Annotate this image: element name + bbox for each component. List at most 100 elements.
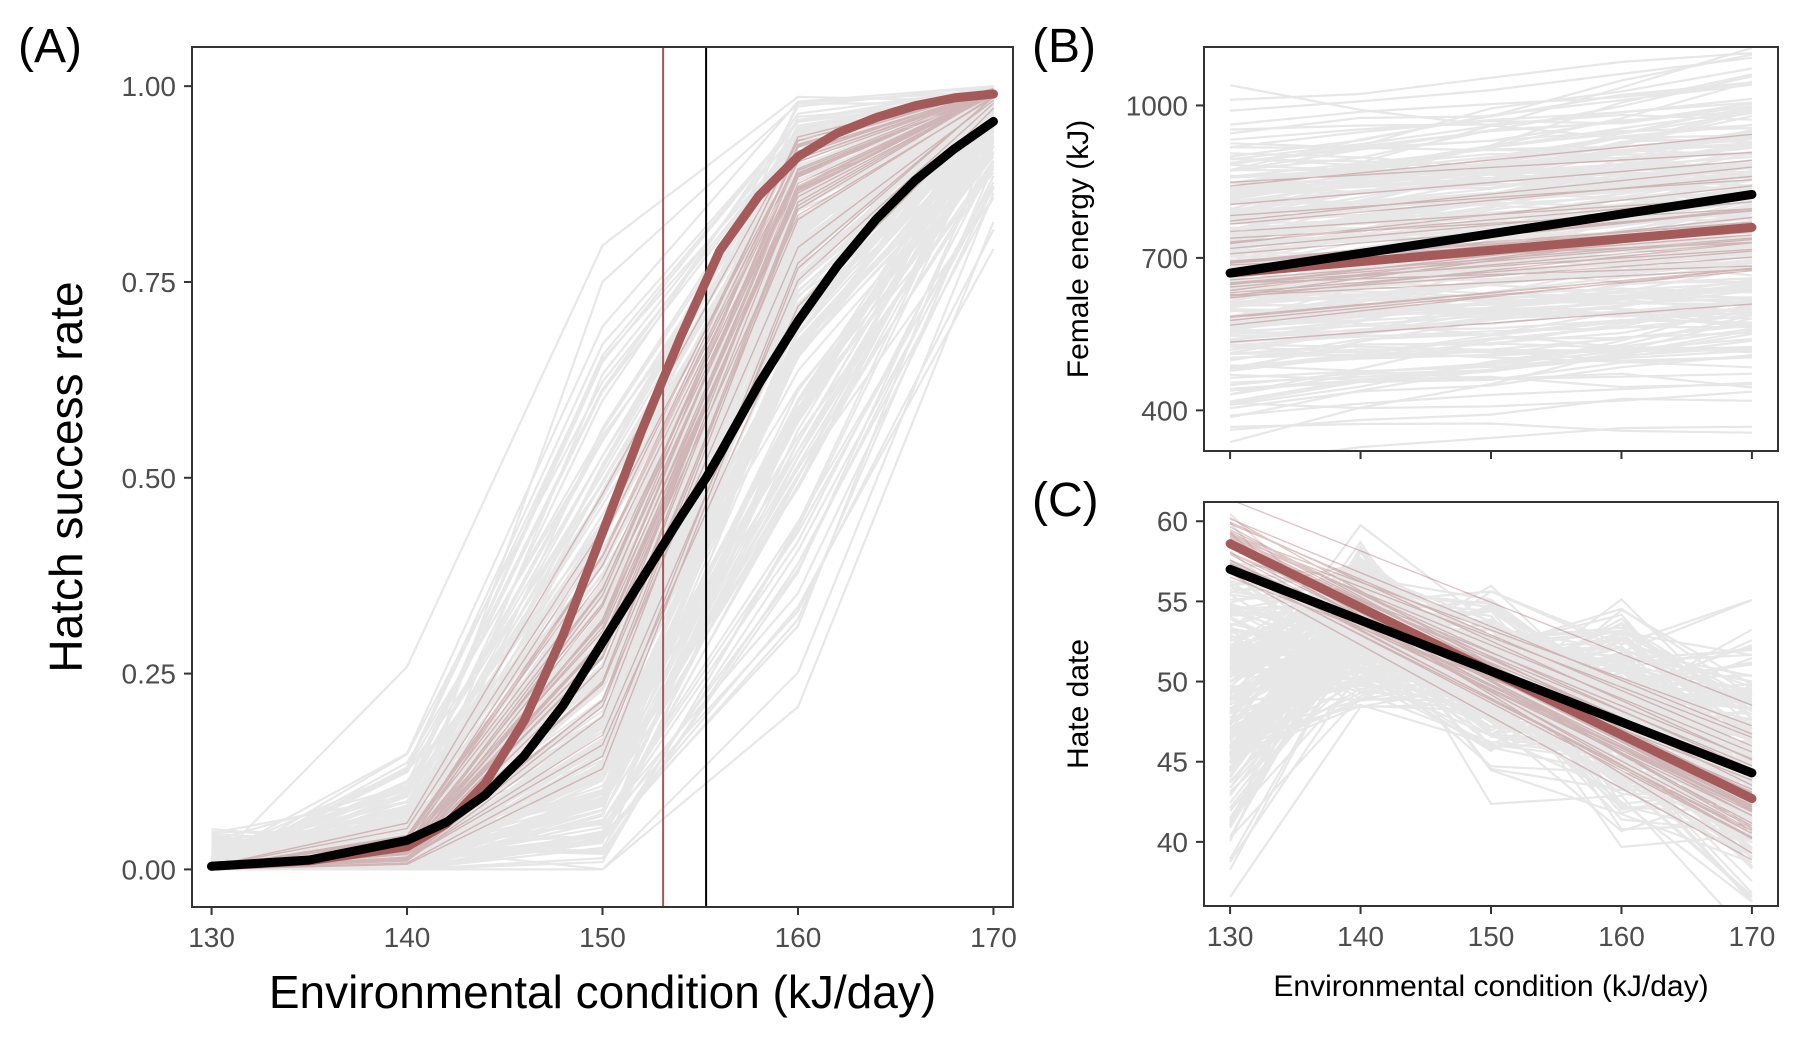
red-simulation-line: [1230, 166, 1752, 222]
y-tick-label: 700: [1141, 243, 1188, 274]
x-axis-title-C: Environmental condition (kJ/day): [1273, 970, 1708, 1003]
red-simulation-line: [211, 91, 994, 870]
red-simulation-line: [1229, 521, 1753, 761]
simulation-line: [211, 89, 994, 854]
plot-area-B: [1225, 47, 1757, 451]
simulation-line: [1229, 596, 1753, 831]
simulation-line: [1230, 265, 1752, 329]
simulation-line: [211, 92, 995, 868]
simulation-line: [1229, 238, 1752, 305]
simulation-line: [1230, 372, 1752, 390]
red-simulation-line: [211, 92, 994, 868]
simulation-line: [1230, 309, 1753, 333]
red-simulation-line: [1230, 267, 1752, 326]
x-axis-title-A: Environmental condition (kJ/day): [269, 966, 936, 1018]
simulation-line: [1230, 390, 1752, 410]
red-simulation-line: [211, 89, 994, 869]
simulation-line: [211, 85, 994, 864]
red-simulation-line: [211, 92, 994, 870]
simulation-line: [1229, 130, 1753, 214]
simulation-line: [211, 125, 995, 871]
y-tick-label: 0.25: [122, 659, 177, 690]
red-simulation-line: [1229, 535, 1753, 794]
red-simulation-line: [211, 89, 994, 870]
simulation-line: [211, 87, 994, 857]
panel-label-B: (B): [1032, 20, 1096, 73]
red-simulation-line: [1229, 533, 1753, 727]
simulation-line: [1230, 290, 1752, 327]
red-simulation-line: [211, 89, 994, 869]
red-simulation-line: [211, 92, 994, 870]
y-tick-label: 1.00: [122, 71, 177, 102]
simulation-line: [1229, 626, 1752, 871]
red-simulation-line: [1229, 572, 1753, 861]
series-mean-red-B: [1225, 222, 1757, 278]
red-simulation-line: [1229, 533, 1753, 771]
red-simulation-line: [1229, 518, 1753, 735]
red-simulation-line: [1229, 568, 1753, 832]
red-simulation-line: [1229, 523, 1753, 747]
red-simulation-line: [1230, 208, 1752, 239]
simulation-line: [1229, 288, 1752, 341]
simulation-line: [1230, 397, 1752, 431]
simulation-line: [1321, 425, 1752, 451]
red-simulation-line: [1230, 159, 1752, 206]
x-tick-label: 140: [384, 922, 431, 953]
y-axis-title-A: Hatch success rate: [40, 281, 92, 672]
x-tick-label: 170: [1729, 921, 1776, 952]
simulation-line: [1229, 314, 1753, 407]
simulation-line: [1229, 140, 1753, 242]
simulation-line: [1229, 599, 1753, 772]
simulation-line: [1229, 162, 1752, 184]
panel-label-A: (A): [18, 20, 82, 73]
y-tick-label: 1000: [1126, 90, 1188, 121]
simulation-line: [1229, 626, 1752, 821]
simulation-lines-A: [210, 85, 995, 871]
y-tick-label: 400: [1141, 395, 1188, 426]
simulation-line: [1229, 253, 1753, 318]
y-axis-title-C: Hate date: [1062, 639, 1095, 769]
y-axis-title-B: Female energy (kJ): [1062, 120, 1095, 378]
red-simulation-line: [1229, 543, 1753, 840]
simulation-line: [1229, 184, 1753, 269]
simulation-line: [1229, 281, 1752, 332]
red-simulation-line: [1230, 256, 1752, 296]
simulation-line: [1229, 241, 1752, 286]
red-simulation-line: [1230, 237, 1752, 281]
simulation-line: [1230, 349, 1752, 384]
red-simulation-line: [1230, 250, 1752, 294]
red-simulation-line: [1230, 303, 1752, 343]
plot-area-C: [1225, 502, 1757, 906]
red-simulation-line: [211, 96, 994, 870]
simulation-line: [1229, 82, 1753, 126]
simulation-line: [1229, 620, 1752, 715]
y-tick-label: 0.75: [122, 267, 177, 298]
panel-C: 130 140 150 160 170 40 45 50 55 60 (C) Environmenta…: [1032, 474, 1779, 1003]
red-simulation-line: [1229, 576, 1753, 781]
simulation-line: [1229, 105, 1753, 219]
simulation-line: [1230, 309, 1752, 328]
y-tick-label: 50: [1157, 667, 1188, 698]
simulation-line: [1230, 300, 1753, 337]
simulation-line: [1229, 590, 1753, 899]
panel-B: 400 700 1000 (B) Female energy (kJ): [1032, 20, 1779, 459]
red-simulation-line: [1230, 268, 1752, 318]
simulation-line: [1229, 580, 1753, 864]
red-simulation-line: [211, 90, 994, 870]
simulation-line: [1230, 343, 1752, 352]
simulation-line: [1229, 606, 1753, 701]
red-simulation-line: [211, 90, 994, 868]
simulation-line: [211, 153, 995, 871]
red-simulation-line: [211, 91, 994, 870]
series-mean-black-A: [207, 116, 998, 871]
red-simulation-line: [1230, 151, 1752, 183]
simulation-line: [1230, 56, 1753, 112]
x-tick-label: 140: [1337, 921, 1384, 952]
red-simulation-line: [1229, 551, 1753, 810]
simulation-line: [1230, 52, 1752, 101]
red-simulation-line: [1230, 242, 1752, 299]
simulation-line: [1229, 252, 1752, 300]
red-simulation-line: [1230, 248, 1752, 284]
simulation-line: [1230, 422, 1752, 434]
